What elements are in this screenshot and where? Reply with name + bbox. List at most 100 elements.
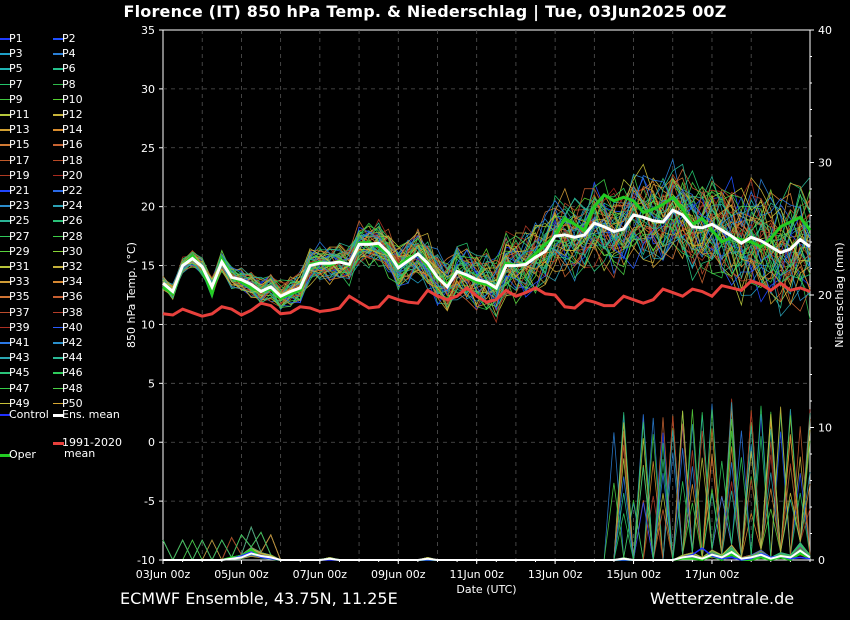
legend-swatch [53,387,64,390]
legend-swatch [0,281,11,283]
legend-swatch [53,372,64,374]
legend-swatch [0,250,11,253]
legend-swatch [0,414,11,416]
x-axis-label: Date (UTC) [456,583,516,596]
legend-swatch [53,235,64,238]
x-tick-label: 11Jun 00z [449,568,504,581]
y-tick-label: -5 [144,495,155,508]
legend-label: P16 [62,138,83,152]
y-axis-label: 850 hPa Temp. (°C) [125,242,138,348]
legend-swatch [0,220,11,222]
legend-swatch [53,159,64,162]
legend-label: P26 [62,214,83,228]
legend-swatch [53,205,64,207]
legend-swatch [0,235,11,238]
ens-mean-line [162,208,811,299]
member-line-28 [162,178,811,295]
legend-label: P4 [62,47,76,61]
y-tick-label: 30 [141,83,155,96]
legend-label: P22 [62,184,83,197]
legend-label: P23 [9,199,30,213]
legend-swatch [0,38,11,40]
legend-label: P36 [62,290,83,304]
legend-label: P21 [9,184,30,197]
legend-swatch [53,266,64,268]
legend-label: 1991-2020 [62,436,122,449]
legend-label: P37 [9,305,30,319]
legend-swatch [0,311,11,314]
legend-label: P46 [62,366,83,380]
legend-label: P38 [62,305,83,319]
legend-label: P6 [62,62,76,76]
legend-label: P5 [9,62,23,76]
legend-swatch [0,342,11,344]
legend-swatch [0,159,11,162]
y2-tick-label: 0 [818,554,825,567]
legend-swatch [53,342,64,344]
legend-swatch [0,114,11,116]
legend-label: P47 [9,381,30,395]
legend-swatch [53,442,64,445]
x-tick-label: 03Jun 00z [136,568,191,581]
y2-tick-label: 40 [818,24,832,37]
legend-label: P18 [62,153,83,167]
legend-label: P42 [62,336,83,349]
legend-swatch [0,266,11,268]
legend-swatch [0,402,11,405]
legend-swatch [53,68,64,70]
legend-swatch [53,357,64,359]
legend-swatch [0,129,11,131]
legend-swatch [53,402,64,405]
legend-swatch [0,387,11,390]
legend-label: P49 [9,396,30,410]
y-tick-label: 5 [148,377,155,390]
legend-swatch [53,296,64,298]
legend-label: P17 [9,153,30,167]
legend-label: P28 [62,229,83,243]
legend-label: P11 [9,108,30,121]
x-tick-label: 15Jun 00z [606,568,661,581]
legend-label: P19 [9,168,30,182]
footer-source: ECMWF Ensemble, 43.75N, 11.25E [120,589,398,608]
legend-label: P8 [62,77,76,91]
legend-swatch [53,98,64,101]
legend-label: P33 [9,275,30,289]
legend-label: P35 [9,290,30,304]
legend-label: P32 [62,260,83,273]
legend-swatch [0,144,11,146]
legend-label: Control [9,408,49,421]
legend-climate-mean-line2: mean [64,447,96,460]
legend-label: P41 [9,336,30,349]
x-tick-label: 13Jun 00z [528,568,583,581]
legend-label: P44 [62,351,83,365]
legend-swatch [53,190,64,192]
legend-label: Oper [9,448,36,461]
footer-brand: Wetterzentrale.de [650,589,795,608]
legend-label: P39 [9,320,30,334]
legend-swatch [53,250,64,253]
y2-axis-label: Niederschlag (mm) [833,242,846,347]
legend-label: P43 [9,351,30,365]
legend-swatch [0,83,11,86]
legend-label: P1 [9,32,23,45]
legend-label: P34 [62,275,83,289]
legend-label: P15 [9,138,30,152]
oper-line [162,192,812,301]
legend-swatch [53,326,64,329]
member-line-47 [162,186,811,301]
legend-label: P27 [9,229,30,243]
member-line-27 [162,194,811,309]
legend-label: P48 [62,381,83,395]
legend-swatch [0,174,11,177]
legend-swatch [53,311,64,314]
legend-swatch [53,174,64,177]
y-tick-label: 25 [141,142,155,155]
legend-swatch [0,372,11,374]
legend-label: P2 [62,32,76,45]
legend: P1 P2 P3 P4 P5 P6 P7 P8 P9 P10 P11 P12 P13 P14 P15 P16 P… [0,30,135,470]
legend-label: P31 [9,260,30,273]
y-tick-label: 10 [141,318,155,331]
y-tick-label: 0 [148,436,155,449]
x-tick-label: 05Jun 00z [214,568,269,581]
